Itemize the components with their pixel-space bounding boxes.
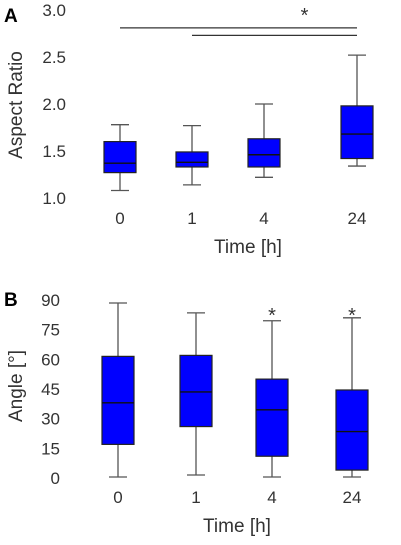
y-axis-title-a: Aspect Ratio bbox=[6, 51, 27, 159]
y-tick-label: 45 bbox=[41, 380, 60, 399]
y-tick-label: 1.5 bbox=[42, 142, 66, 161]
panel-b: B 0 15 30 45 60 75 90 0 1 4 24 * * Time [h] Angle [°… bbox=[4, 290, 369, 537]
y-axis-title-b: Angle [°] bbox=[6, 350, 27, 422]
y-tick-label: 90 bbox=[41, 291, 60, 310]
box-1 bbox=[179, 312, 213, 476]
x-axis-title-a: Time [h] bbox=[214, 237, 282, 258]
y-tick-label: 30 bbox=[41, 410, 60, 429]
box-0 bbox=[101, 302, 135, 478]
y-tick-label: 60 bbox=[41, 350, 60, 369]
box-rect bbox=[101, 355, 135, 445]
box-0 bbox=[103, 124, 137, 192]
y-tick-label: 2.5 bbox=[42, 48, 66, 67]
significance-star: * bbox=[268, 305, 276, 327]
box-rect bbox=[179, 354, 213, 428]
significance-star: * bbox=[301, 5, 309, 27]
y-tick-label: 15 bbox=[41, 439, 60, 458]
box-rect bbox=[335, 389, 369, 471]
box-24 bbox=[335, 317, 369, 478]
box-24 bbox=[340, 54, 374, 167]
y-tick-label: 2.0 bbox=[42, 95, 66, 114]
significance-star: * bbox=[348, 305, 356, 327]
box-rect bbox=[255, 378, 289, 457]
panel-a: A 1.0 1.5 2.0 2.5 3.0 0 1 4 24 * Time [h] Aspect … bbox=[4, 1, 374, 258]
box-1 bbox=[175, 124, 209, 186]
box-4 bbox=[255, 320, 289, 478]
x-tick-label: 0 bbox=[115, 209, 124, 228]
x-tick-label: 0 bbox=[113, 488, 122, 507]
panel-letter-b: B bbox=[4, 290, 18, 311]
plot-b: 0 15 30 45 60 75 90 0 1 4 24 * * bbox=[41, 291, 369, 507]
box-rect bbox=[103, 141, 137, 174]
box-rect bbox=[340, 105, 374, 160]
x-tick-label: 4 bbox=[267, 488, 276, 507]
box-rect bbox=[247, 138, 281, 168]
plot-a: 1.0 1.5 2.0 2.5 3.0 0 1 4 24 * bbox=[42, 1, 374, 228]
box-rect bbox=[175, 151, 209, 168]
x-tick-label: 1 bbox=[191, 488, 200, 507]
y-tick-label: 3.0 bbox=[42, 1, 66, 20]
box-4 bbox=[247, 103, 281, 178]
y-tick-label: 0 bbox=[51, 469, 60, 488]
x-tick-label: 24 bbox=[348, 209, 367, 228]
y-tick-label: 75 bbox=[41, 321, 60, 340]
panel-letter-a: A bbox=[4, 6, 18, 27]
x-tick-label: 24 bbox=[343, 488, 362, 507]
x-tick-label: 4 bbox=[259, 209, 268, 228]
y-tick-label: 1.0 bbox=[42, 189, 66, 208]
x-axis-title-b: Time [h] bbox=[203, 516, 271, 537]
x-tick-label: 1 bbox=[187, 209, 196, 228]
